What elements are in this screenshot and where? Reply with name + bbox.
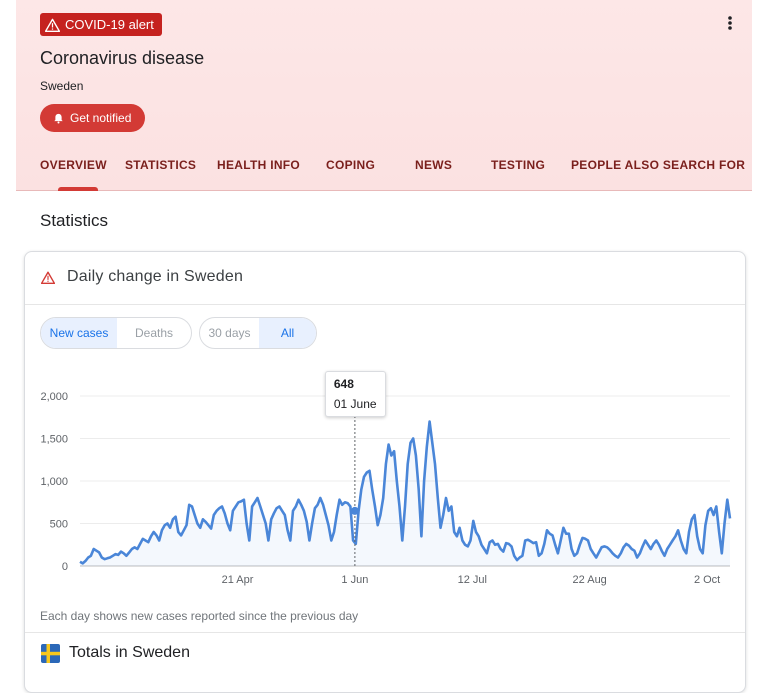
tab-health-info[interactable]: HEALTH INFO [217, 158, 301, 172]
get-notified-label: Get notified [70, 111, 132, 125]
tooltip-date: 01 June [333, 397, 377, 411]
tab-overview[interactable]: OVERVIEW [40, 158, 107, 172]
30-days-option[interactable]: 30 days [208, 326, 251, 340]
tab-bar: OVERVIEW STATISTICS HEALTH INFO COPING N… [40, 158, 752, 191]
daily-change-card: Daily change in Sweden New cases Deaths … [24, 251, 746, 693]
y-tick-label: 500 [50, 519, 68, 531]
tab-coping[interactable]: COPING [326, 158, 376, 172]
covid-alert-badge: COVID-19 alert [40, 13, 162, 36]
bell-icon [54, 113, 63, 124]
tab-testing[interactable]: TESTING [491, 158, 546, 172]
chart-tooltip: 648 01 June [324, 371, 386, 417]
tab-statistics[interactable]: STATISTICS [125, 158, 197, 172]
more-vert-icon[interactable] [722, 14, 738, 32]
y-tick-label: 2,000 [40, 391, 68, 403]
y-tick-label: 0 [62, 561, 68, 573]
metric-toggle: New cases Deaths [40, 317, 192, 349]
y-tick-label: 1,000 [40, 476, 68, 488]
x-tick-label: 12 Jul [458, 574, 487, 586]
new-cases-option[interactable]: New cases [41, 318, 117, 348]
active-tab-indicator [58, 187, 98, 191]
totals-row[interactable]: Totals in Sweden [25, 632, 745, 693]
range-toggle: 30 days All [199, 317, 317, 349]
warning-icon [41, 271, 55, 284]
warning-icon [45, 18, 60, 32]
card-header: Daily change in Sweden [25, 252, 745, 305]
deaths-option[interactable]: Deaths [134, 326, 174, 340]
chart-note: Each day shows new cases reported since … [40, 609, 359, 623]
tab-people-also-search-for[interactable]: PEOPLE ALSO SEARCH FOR [571, 158, 746, 172]
x-tick-label: 2 Oct [694, 574, 720, 586]
tab-news[interactable]: NEWS [415, 158, 453, 172]
all-option[interactable]: All [259, 318, 316, 348]
card-title: Daily change in Sweden [67, 268, 244, 285]
series-line [79, 420, 732, 565]
series-area [80, 421, 730, 566]
country-label: Sweden [40, 79, 84, 93]
daily-cases-chart[interactable]: 0 500 1,000 1,500 2,000 21 Apr 1 Jun 12 Jul 22 A… [25, 362, 745, 592]
totals-title: Totals in Sweden [69, 644, 190, 661]
x-tick-label: 22 Aug [573, 574, 607, 586]
x-tick-label: 1 Jun [341, 574, 368, 586]
sweden-flag-icon [41, 644, 60, 663]
get-notified-button[interactable]: Get notified [40, 104, 146, 132]
tooltip-value: 648 [333, 377, 354, 391]
x-tick-label: 21 Apr [222, 574, 254, 586]
section-title: Statistics [40, 211, 109, 230]
alert-label: COVID-19 alert [65, 17, 154, 32]
y-tick-label: 1,500 [40, 434, 68, 446]
page-title: Coronavirus disease [40, 48, 205, 68]
highlight-point [350, 506, 359, 515]
covid-header: COVID-19 alert Coronavirus disease Swede… [16, 0, 752, 191]
